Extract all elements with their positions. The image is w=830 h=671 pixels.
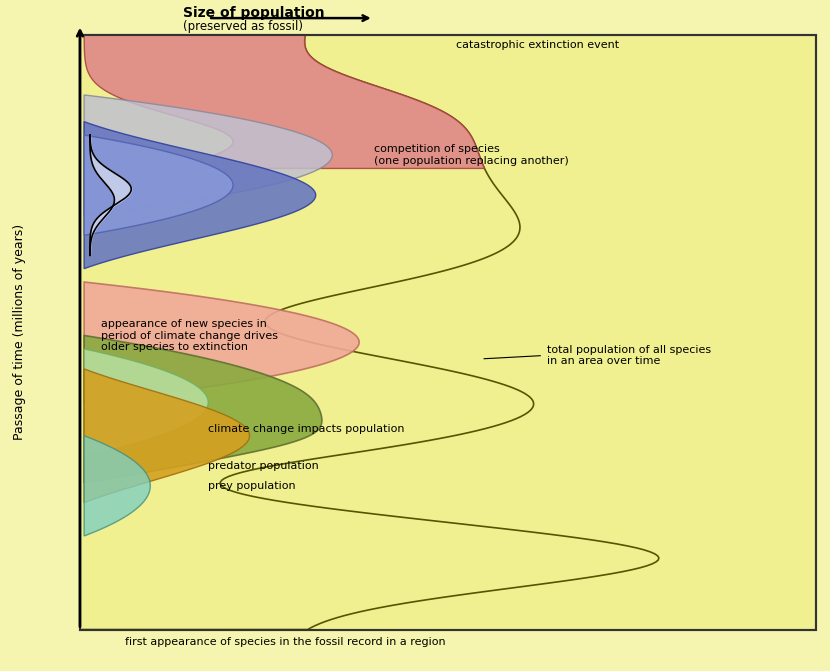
Polygon shape: [84, 35, 485, 168]
Polygon shape: [84, 435, 150, 536]
Text: prey population: prey population: [208, 481, 295, 491]
Text: climate change impacts population: climate change impacts population: [208, 424, 405, 434]
Polygon shape: [80, 35, 659, 629]
Text: Size of population: Size of population: [183, 7, 325, 20]
Text: first appearance of species in the fossil record in a region: first appearance of species in the fossi…: [125, 637, 446, 647]
Text: (preserved as fossil): (preserved as fossil): [183, 20, 304, 34]
Polygon shape: [84, 95, 332, 215]
Polygon shape: [84, 135, 233, 236]
Text: total population of all species
in an area over time: total population of all species in an ar…: [547, 345, 711, 366]
Text: predator population: predator population: [208, 461, 319, 471]
Text: Passage of time (millions of years): Passage of time (millions of years): [13, 224, 26, 440]
Bar: [80, 35, 816, 629]
Polygon shape: [84, 349, 208, 456]
Polygon shape: [84, 121, 315, 268]
Text: competition of species
(one population replacing another): competition of species (one population r…: [374, 144, 569, 166]
Polygon shape: [84, 336, 322, 482]
Polygon shape: [84, 282, 359, 403]
Polygon shape: [84, 369, 250, 503]
Bar: [80, 35, 816, 629]
Text: catastrophic extinction event: catastrophic extinction event: [457, 40, 619, 50]
Text: appearance of new species in
period of climate change drives
older species to ex: appearance of new species in period of c…: [100, 319, 278, 352]
